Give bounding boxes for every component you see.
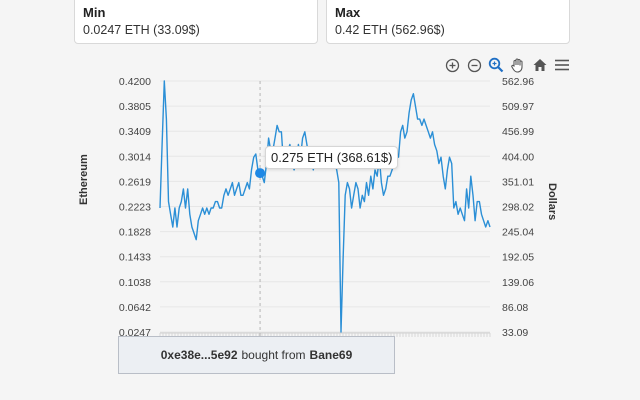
y2-tick-label: 245.04 [502,227,534,239]
y2-tick-label: 298.02 [502,202,534,214]
y2-tick-label: 456.99 [502,126,534,138]
y-tick-label: 0.4200 [119,76,151,88]
tooltip-text: 0.275 ETH (368.61$) [271,150,393,165]
zoom-in-icon[interactable] [443,56,461,74]
home-icon[interactable] [531,56,549,74]
max-stat-value: 0.42 ETH (562.96$) [335,23,445,37]
y-tick-label: 0.0642 [119,302,151,314]
max-stat-card: Max 0.42 ETH (562.96$) [326,0,570,44]
y2-tick-label: 33.09 [502,327,528,339]
y-tick-label: 0.2619 [119,176,151,188]
min-stat-value: 0.0247 ETH (33.09$) [83,23,200,37]
buyer-address[interactable]: 0xe38e...5e92 [160,348,238,362]
y-tick-label: 0.1433 [119,252,151,264]
y2-tick-label: 404.00 [502,151,534,163]
y2-tick-label: 509.97 [502,101,534,113]
y2-axis-tick-labels: 562.96 509.97 456.99 404.00 351.01 298.02 245.… [502,76,534,339]
hover-point-marker [255,168,266,179]
chart-toolbar [443,56,571,74]
sale-verb: bought from [241,348,306,362]
menu-icon[interactable] [553,56,571,74]
hover-tooltip: 0.275 ETH (368.61$) [265,146,399,169]
y2-tick-label: 562.96 [502,76,534,88]
y-tick-label: 0.1038 [119,277,151,289]
min-stat-title: Min [83,5,106,20]
seller-name[interactable]: Bane69 [309,348,353,362]
y-tick-label: 0.1828 [119,227,151,239]
y-tick-label: 0.3409 [119,126,151,138]
min-stat-card: Min 0.0247 ETH (33.09$) [74,0,318,44]
y2-tick-label: 86.08 [502,302,528,314]
y-tick-label: 0.3014 [119,151,151,163]
y2-tick-label: 192.05 [502,252,534,264]
y2-tick-label: 351.01 [502,176,534,188]
y-axis-title: Ethereum [78,154,90,205]
sale-info-box: 0xe38e...5e92 bought from Bane69 [118,336,395,374]
y-axis-tick-labels: 0.4200 0.3805 0.3409 0.3014 0.2619 0.2223 0.18… [119,76,151,339]
y2-tick-label: 139.06 [502,277,534,289]
y2-axis-title: Dollars [546,183,558,221]
grid-lines [160,80,490,333]
max-stat-title: Max [335,5,361,20]
pan-hand-icon[interactable] [509,56,527,74]
y-tick-label: 0.3805 [119,101,151,113]
y-tick-label: 0.2223 [119,202,151,214]
zoom-out-icon[interactable] [465,56,483,74]
magnifier-icon[interactable] [487,56,505,74]
